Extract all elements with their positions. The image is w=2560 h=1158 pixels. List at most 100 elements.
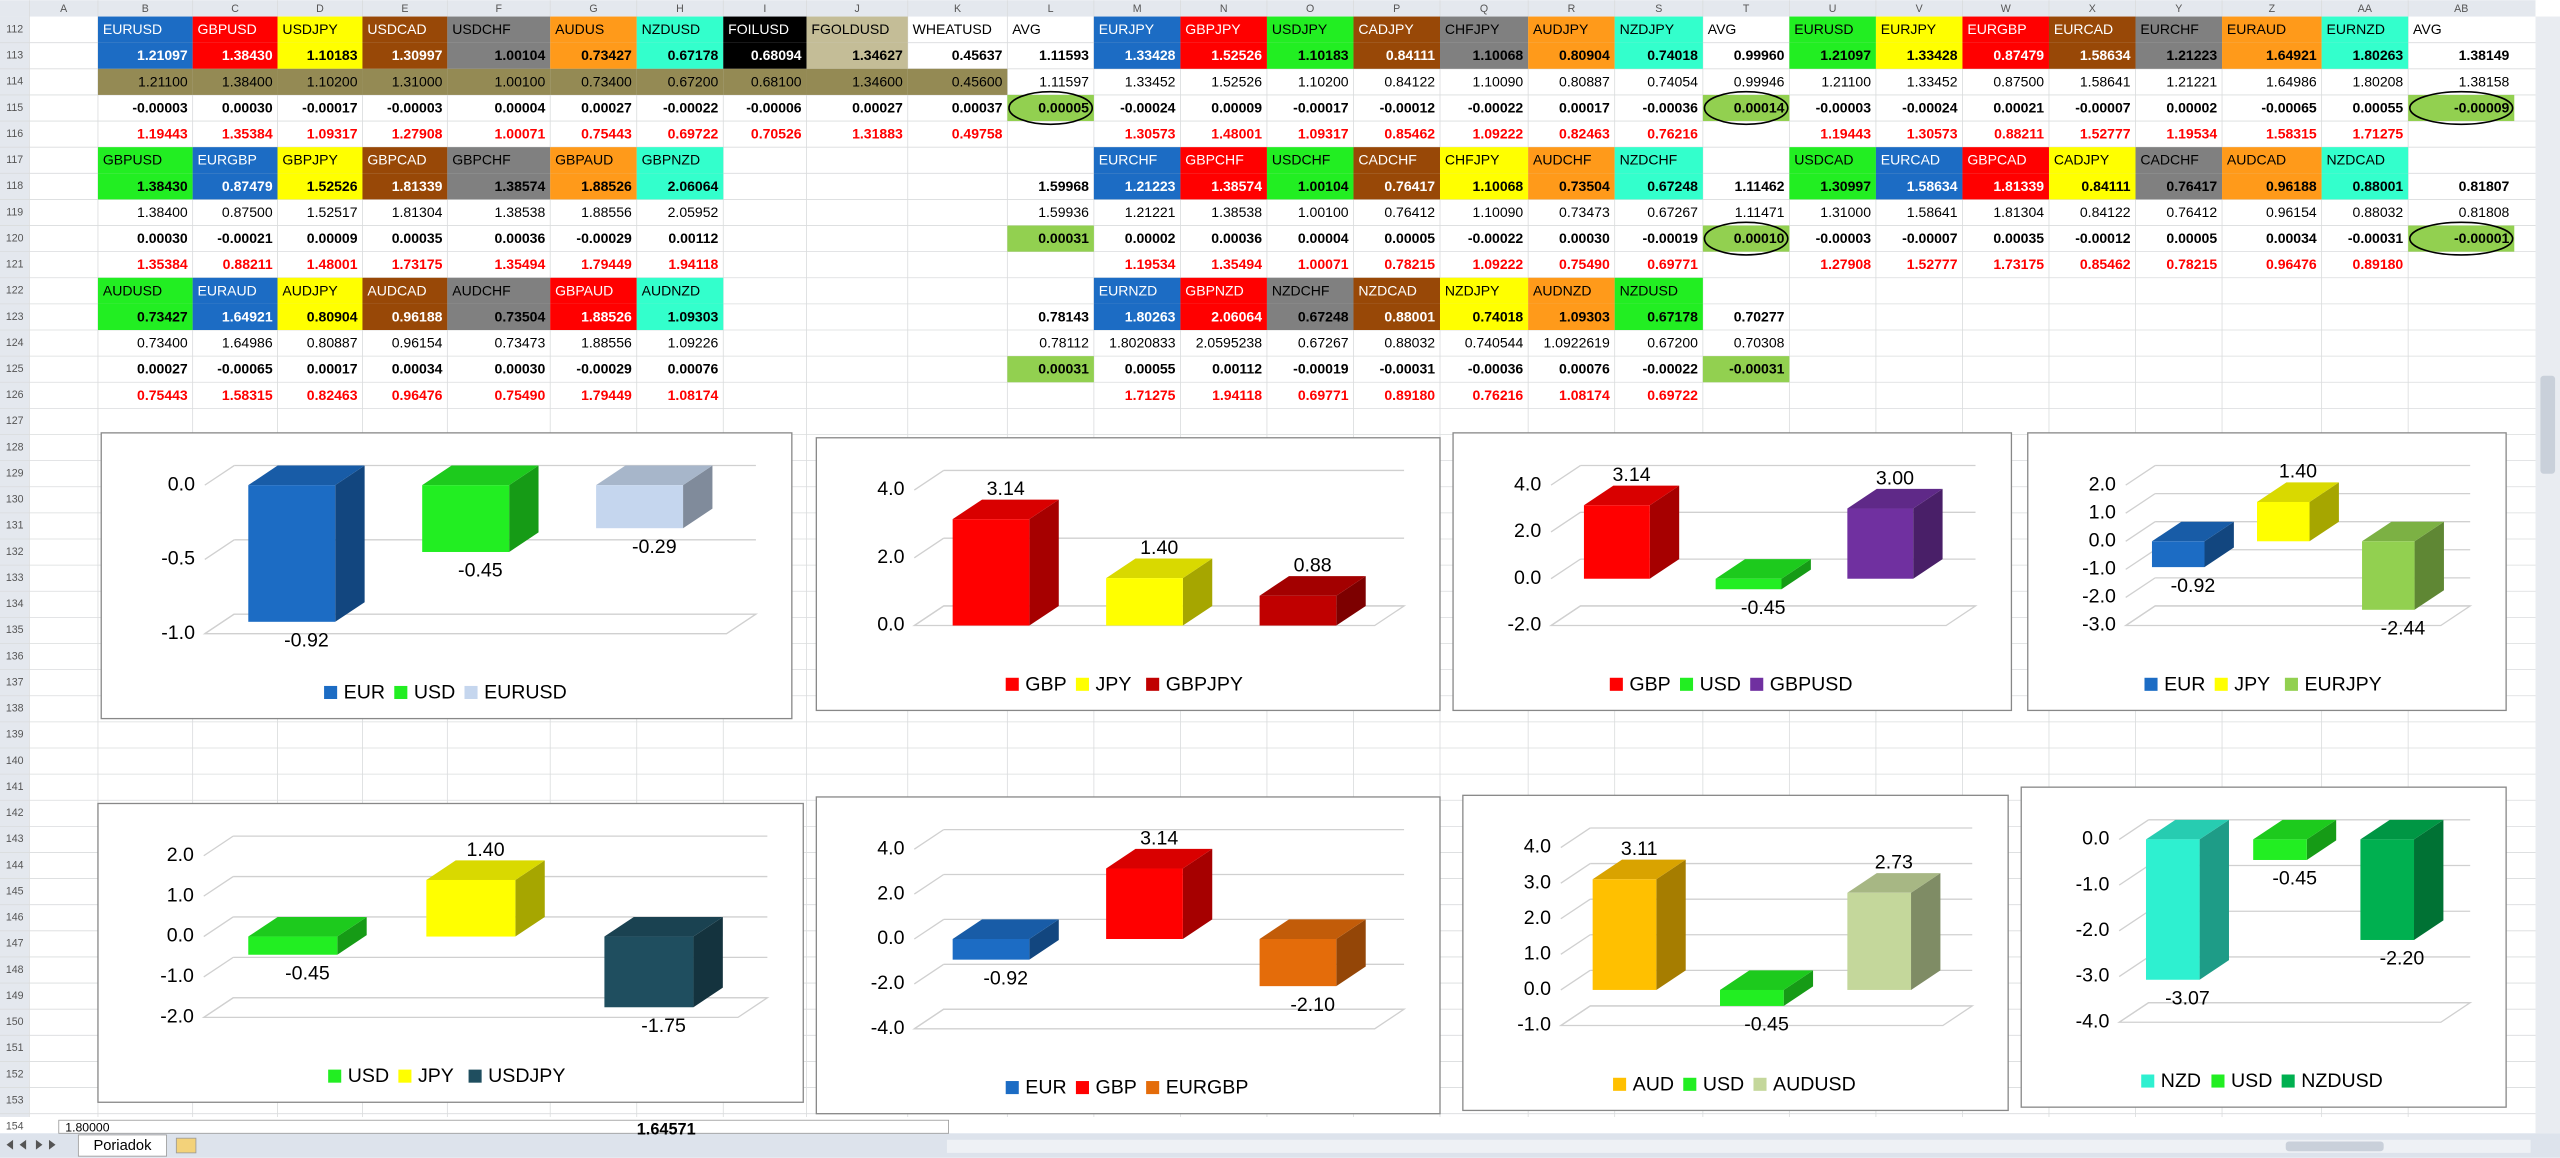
cell-text: 1.48001 [1211, 126, 1262, 142]
cell-fill [723, 68, 807, 95]
bar [1106, 578, 1183, 626]
legend-item[interactable]: AUD [1613, 1073, 1674, 1095]
legend-item[interactable]: EUR [2144, 673, 2205, 695]
legend-item[interactable]: GBPUSD [1750, 673, 1852, 695]
cell-text: AUDCHF [1533, 152, 1592, 168]
legend-swatch [1146, 1081, 1160, 1095]
cell-text: 0.00037 [952, 99, 1003, 115]
cell-fill [1789, 173, 1876, 200]
cell-text: AUDNZD [1533, 282, 1591, 298]
column-header: Z [2269, 3, 2276, 15]
row-header: 123 [6, 311, 24, 323]
cell-text: 1.38538 [1211, 204, 1262, 220]
legend-swatch [1609, 677, 1623, 691]
legend-item[interactable]: GBP [1609, 673, 1671, 695]
cell-text: 0.67248 [1647, 178, 1698, 194]
legend-item[interactable]: JPY [2214, 673, 2270, 695]
legend-item[interactable]: EUR [324, 681, 385, 703]
row-header: 132 [6, 546, 24, 558]
cell-text: 1.11471 [1735, 204, 1785, 220]
legend-item[interactable]: USD [328, 1065, 389, 1087]
vertical-scrollbar[interactable] [2535, 16, 2560, 1134]
legend-item[interactable]: USD [1680, 673, 1741, 695]
row-header: 121 [6, 259, 24, 271]
grid-line-side [913, 918, 945, 940]
legend-item[interactable]: JPY [398, 1065, 454, 1087]
legend-item[interactable]: GBP [1075, 1077, 1137, 1099]
grid-line-side [1560, 863, 1591, 884]
legend-item[interactable]: USD [1683, 1073, 1744, 1095]
horizontal-scrollbar[interactable] [946, 1139, 2531, 1153]
legend-item[interactable]: JPY [1075, 673, 1131, 695]
cell-text: USDCHF [1272, 152, 1331, 168]
cell-text: 0.96476 [2266, 256, 2317, 272]
row-header: 131 [6, 520, 24, 532]
cell-text: 0.74018 [1473, 308, 1524, 324]
sheet-tab[interactable] [77, 1134, 167, 1157]
legend-item[interactable]: USD [394, 681, 455, 703]
new-sheet-button[interactable] [175, 1137, 197, 1154]
cell-text: 0.68094 [751, 47, 802, 63]
bar-side [1182, 558, 1213, 626]
legend-item[interactable]: EURGBP [1146, 1077, 1248, 1099]
y-tick-label: -3.0 [2076, 965, 2110, 987]
cell-text: -0.00003 [1816, 230, 1872, 246]
cell-text: 0.82463 [307, 387, 358, 403]
cell-text: 1.21221 [2166, 73, 2217, 89]
legend-item[interactable]: EURUSD [464, 681, 567, 703]
legend-label: JPY [2234, 673, 2270, 695]
bar [1847, 508, 1914, 579]
scroll-thumb[interactable] [2540, 375, 2556, 474]
legend-item[interactable]: EUR [1005, 1077, 1067, 1099]
cell-fill [1353, 16, 1440, 43]
cell-fill [1962, 173, 2049, 200]
cell-fill [1528, 16, 1615, 43]
cell-fill [1789, 16, 1876, 43]
grid-line-side [1560, 898, 1591, 920]
cell-text: USDJPY [1272, 21, 1328, 37]
cell-fill [636, 147, 724, 174]
grid-line-side [1560, 969, 1591, 991]
cell-text: 0.85462 [1384, 126, 1435, 142]
cell-text: 0.80887 [307, 335, 358, 351]
cell-fill [1093, 147, 1181, 174]
cell-text: EURGBP [1967, 21, 2026, 37]
legend-item[interactable]: NZD [2141, 1070, 2201, 1092]
cell-text: 1.35494 [1211, 256, 1262, 272]
legend-item[interactable]: USDJPY [468, 1065, 566, 1087]
hscroll-thumb[interactable] [2285, 1141, 2384, 1152]
cell-fill [1702, 225, 1790, 252]
y-tick-label: 3.0 [1524, 871, 1551, 893]
cell-fill [1614, 16, 1703, 43]
bar-side [1649, 485, 1680, 579]
cell-text: 1.10183 [307, 47, 358, 63]
y-tick-label: 2.0 [877, 882, 904, 904]
cell-text: 0.73400 [581, 73, 632, 89]
cell-text: EURNZD [1099, 282, 1157, 298]
cell-text: 0.96188 [2266, 178, 2317, 194]
cell-text: 0.96476 [392, 387, 443, 403]
cell-text: 1.27908 [1820, 256, 1871, 272]
cell-text: 1.10183 [1298, 47, 1349, 63]
legend-item[interactable]: NZDUSD [2281, 1070, 2383, 1092]
legend-item[interactable]: GBPJPY [1146, 673, 1243, 695]
cell-text: 1.21223 [1125, 178, 1176, 194]
data-label: 3.14 [1613, 464, 1651, 486]
cell-text: 0.00027 [852, 99, 903, 115]
legend-item[interactable]: EURJPY [2284, 673, 2382, 695]
column-header: L [1048, 3, 1054, 15]
grid-line-side [2125, 464, 2156, 486]
sheet-tab-label[interactable]: Poriadok [93, 1138, 152, 1154]
cell-text: 1.10090 [1473, 73, 1524, 89]
bar-top [596, 465, 713, 486]
legend-item[interactable]: USD [2211, 1070, 2272, 1092]
legend-item[interactable]: AUDUSD [1753, 1073, 1856, 1095]
legend-item[interactable]: GBP [1005, 673, 1067, 695]
cell-text: 0.84122 [1384, 73, 1435, 89]
cell-text: -0.00031 [2348, 230, 2404, 246]
cell-text: 1.31000 [392, 73, 443, 89]
cell-text: 1.35384 [137, 256, 188, 272]
cell-fill [2222, 16, 2322, 43]
cell-text: 0.78143 [1038, 308, 1089, 324]
